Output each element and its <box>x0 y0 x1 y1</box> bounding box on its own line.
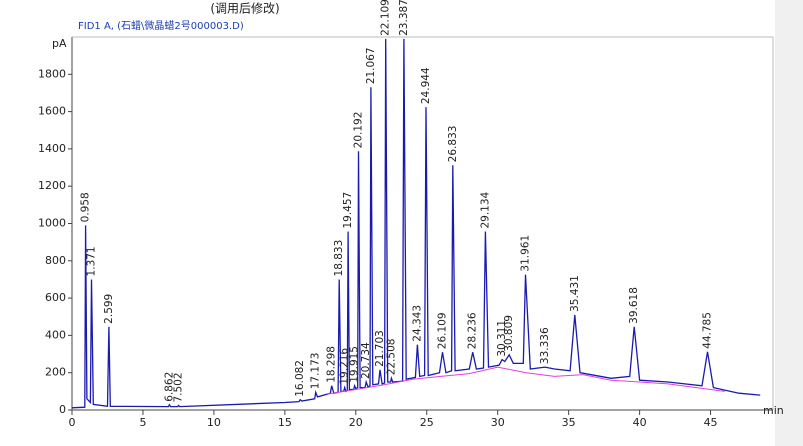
signal-label: FID1 A, (石蜡\微晶蜡2号000003.D) <box>78 19 244 32</box>
peak-label: 22.508 <box>385 339 397 376</box>
chart-title: (调用后修改) <box>210 1 279 16</box>
peak-label: 35.431 <box>569 275 581 312</box>
peak-label: 0.958 <box>80 192 92 222</box>
x-tick-label: 30 <box>491 416 505 429</box>
peak-label: 24.343 <box>411 305 423 342</box>
baseline-trace <box>327 366 725 395</box>
peak-label: 20.192 <box>353 112 365 149</box>
peak-label: 20.734 <box>360 342 372 379</box>
y-tick-label: 0 <box>59 403 66 416</box>
peak-label: 18.298 <box>326 346 338 383</box>
peak-label: 19.457 <box>342 192 354 229</box>
y-tick-label: 1600 <box>38 105 66 118</box>
x-tick-label: 10 <box>207 416 221 429</box>
peak-label: 16.082 <box>294 360 306 397</box>
peak-label: 1.371 <box>85 246 97 276</box>
peak-label: 29.134 <box>479 191 491 228</box>
signal-trace <box>71 38 761 409</box>
y-tick-label: 400 <box>45 328 66 341</box>
peak-label: 21.067 <box>365 47 377 84</box>
peak-label: 19.216 <box>339 348 351 385</box>
y-tick-label: 800 <box>45 254 66 267</box>
peak-label: 28.236 <box>467 312 479 349</box>
peak-label: 17.173 <box>310 353 322 390</box>
y-tick-label: 1000 <box>38 217 66 230</box>
peak-label: 33.336 <box>539 327 551 364</box>
peak-label: 31.961 <box>520 235 532 272</box>
peak-label: 19.915 <box>349 346 361 383</box>
peak-label: 7.502 <box>172 372 184 402</box>
peak-label: 21.703 <box>374 330 386 367</box>
peak-label: 18.833 <box>333 240 345 277</box>
peak-label: 44.785 <box>702 312 714 349</box>
x-tick-label: 25 <box>420 416 434 429</box>
peak-label: 30.311 <box>496 320 508 357</box>
y-axis-label: pA <box>52 37 67 50</box>
x-axis-label: min <box>763 404 784 417</box>
peak-label: 22.109 <box>380 0 392 36</box>
y-tick-label: 1400 <box>38 142 66 155</box>
x-tick-label: 0 <box>69 416 76 429</box>
x-tick-label: 15 <box>278 416 292 429</box>
y-tick-label: 1800 <box>38 67 66 80</box>
y-tick-label: 1200 <box>38 179 66 192</box>
y-tick-label: 200 <box>45 366 66 379</box>
x-tick-label: 35 <box>562 416 576 429</box>
y-tick-label: 600 <box>45 291 66 304</box>
peak-label: 39.618 <box>628 287 640 324</box>
peak-label: 30.809 <box>503 315 515 352</box>
peak-label: 24.944 <box>420 67 432 104</box>
peak-label: 6.862 <box>163 372 175 402</box>
x-tick-label: 5 <box>139 416 146 429</box>
peak-label: 23.387 <box>398 0 410 36</box>
peak-label: 2.599 <box>103 294 115 324</box>
x-tick-label: 40 <box>633 416 647 429</box>
side-panel <box>775 0 803 446</box>
peak-label: 26.833 <box>447 126 459 163</box>
x-tick-label: 20 <box>349 416 363 429</box>
peak-label: 26.109 <box>436 312 448 349</box>
x-tick-label: 45 <box>704 416 718 429</box>
